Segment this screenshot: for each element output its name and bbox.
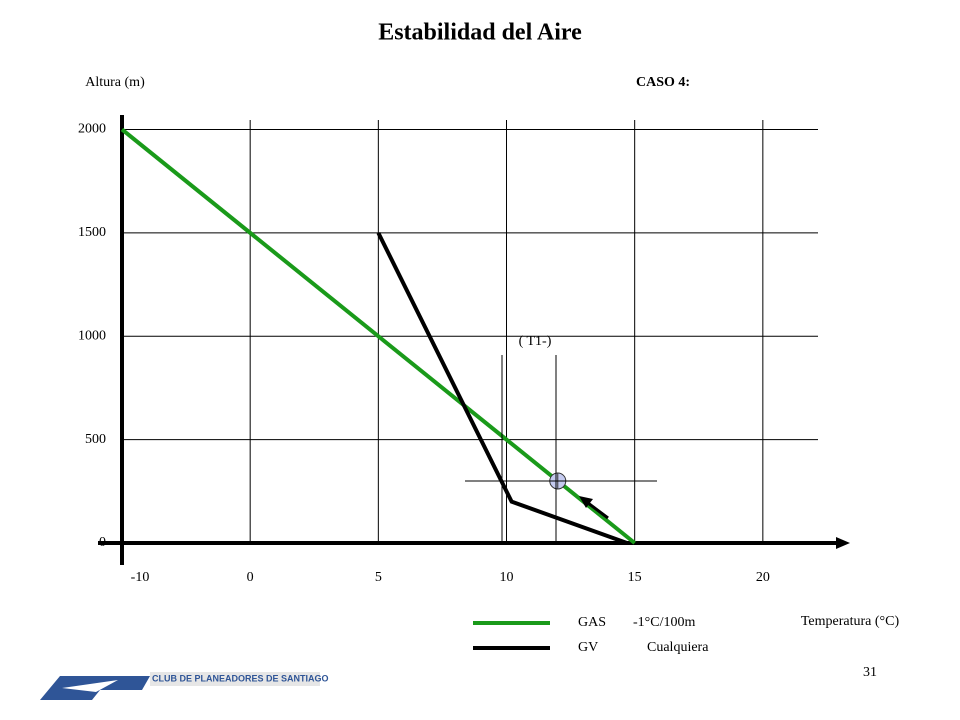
- x-axis-arrow: [836, 537, 850, 549]
- x-axis-title: Temperatura (°C): [801, 614, 900, 629]
- x-tick-label: -10: [131, 570, 150, 585]
- y-tick-label: 1000: [78, 328, 106, 343]
- x-tick-label: 5: [375, 570, 382, 585]
- legend-label: GV: [578, 640, 598, 655]
- x-tick-label: 0: [247, 570, 254, 585]
- y-tick-label: 2000: [78, 122, 106, 137]
- page-number: 31: [863, 665, 877, 680]
- x-tick-label: 15: [628, 570, 642, 585]
- logo: CLUB DE PLANEADORES DE SANTIAGO: [40, 672, 329, 700]
- arrow: [587, 501, 609, 520]
- logo-text: CLUB DE PLANEADORES DE SANTIAGO: [152, 673, 329, 683]
- case-label: CASO 4:: [636, 75, 690, 90]
- line-series: [120, 127, 636, 545]
- legend: GAS -1°C/100m GV Cualquiera: [473, 615, 709, 655]
- legend-label: GAS: [578, 615, 606, 630]
- legend-description: -1°C/100m: [633, 615, 695, 630]
- y-tick-label: 500: [85, 432, 106, 447]
- logo-wing: [62, 680, 118, 692]
- annotation-label: ( T1-): [519, 334, 552, 349]
- legend-description: Cualquiera: [647, 640, 709, 655]
- y-tick-label: 1500: [78, 225, 106, 240]
- arrow-head: [579, 496, 593, 508]
- x-tick-label: 20: [756, 570, 770, 585]
- logo-band: [150, 672, 320, 686]
- x-tick-label: 10: [500, 570, 514, 585]
- line-series: [376, 231, 628, 545]
- chart-title: Estabilidad del Aire: [378, 20, 582, 46]
- y-axis-title: Altura (m): [85, 75, 145, 90]
